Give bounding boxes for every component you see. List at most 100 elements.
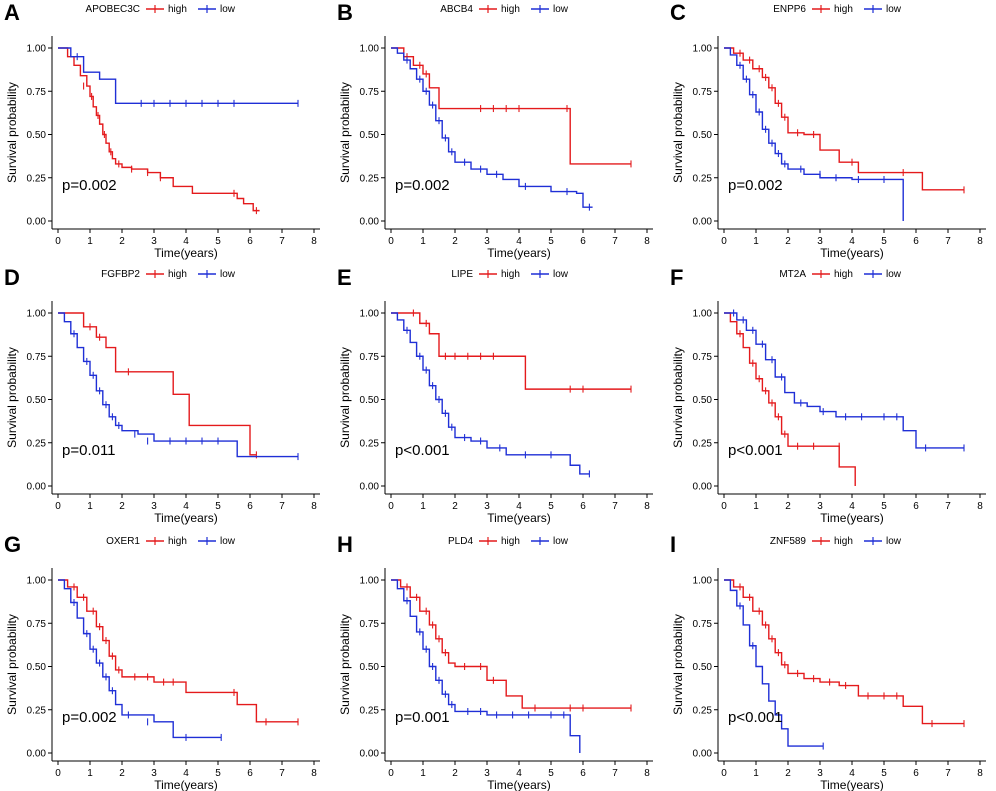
- y-tick-label: 0.25: [360, 173, 380, 184]
- p-value: p=0.011: [62, 442, 116, 459]
- x-axis-title: Time(years): [820, 511, 884, 525]
- survival-curve-high: [724, 312, 856, 486]
- x-tick-label: 4: [516, 768, 522, 779]
- x-tick-label: 2: [785, 768, 791, 779]
- legend: PLD4 high low: [448, 536, 569, 547]
- x-tick-label: 3: [484, 236, 490, 247]
- y-tick-label: 0.50: [27, 130, 47, 141]
- x-tick-label: 7: [945, 236, 951, 247]
- legend: ENPP6 high low: [773, 4, 902, 15]
- x-tick-label: 2: [785, 501, 791, 512]
- panel-letter: I: [670, 532, 676, 557]
- x-tick-label: 7: [279, 236, 285, 247]
- x-tick-label: 7: [612, 768, 618, 779]
- y-axis-title: Survival probability: [671, 614, 685, 715]
- y-axis-title: Survival probability: [671, 347, 685, 448]
- y-axis-title: Survival probability: [338, 82, 352, 183]
- legend-label-high: high: [168, 4, 187, 15]
- y-tick-label: 0.75: [27, 619, 47, 630]
- p-value: p<0.001: [728, 709, 783, 726]
- y-tick-label: 0.50: [693, 130, 713, 141]
- panel-letter: G: [4, 532, 21, 557]
- y-tick-label: 0.00: [27, 482, 47, 493]
- y-tick-label: 0.75: [693, 352, 713, 363]
- x-tick-label: 4: [516, 236, 522, 247]
- y-tick-label: 1.00: [693, 44, 713, 55]
- x-tick-label: 5: [215, 236, 221, 247]
- legend-label-high: high: [501, 536, 520, 547]
- x-tick-label: 4: [183, 236, 189, 247]
- legend-gene-name: FGFBP2: [101, 269, 140, 280]
- x-tick-label: 1: [420, 768, 426, 779]
- legend-gene-name: OXER1: [106, 536, 140, 547]
- x-tick-label: 2: [119, 768, 125, 779]
- legend: MT2A high low: [779, 269, 901, 280]
- panel-letter: H: [337, 532, 353, 557]
- y-tick-label: 0.75: [27, 352, 47, 363]
- y-tick-label: 0.25: [360, 705, 380, 716]
- legend: ABCB4 high low: [440, 4, 569, 15]
- y-tick-label: 1.00: [27, 309, 47, 320]
- y-tick-label: 1.00: [360, 309, 380, 320]
- legend-label-low: low: [886, 269, 902, 280]
- legend-gene-name: ABCB4: [440, 4, 473, 15]
- x-tick-label: 0: [388, 236, 394, 247]
- legend-gene-name: APOBEC3C: [86, 4, 140, 15]
- y-axis-title: Survival probability: [5, 614, 19, 715]
- x-tick-label: 8: [977, 236, 983, 247]
- legend: OXER1 high low: [106, 536, 236, 547]
- panel-letter: A: [4, 0, 20, 25]
- x-tick-label: 7: [945, 768, 951, 779]
- y-tick-label: 0.25: [693, 438, 713, 449]
- legend-label-high: high: [834, 536, 853, 547]
- x-tick-label: 1: [87, 501, 93, 512]
- panel-g: G OXER1 high low 0.00 0.25 0.50 0.75 1.00 0 1 2 3 4 5 6…: [4, 532, 320, 791]
- x-tick-label: 3: [817, 768, 823, 779]
- y-tick-label: 0.50: [360, 130, 380, 141]
- y-tick-label: 0.50: [360, 662, 380, 673]
- x-tick-label: 3: [817, 501, 823, 512]
- y-tick-label: 1.00: [693, 309, 713, 320]
- y-tick-label: 0.25: [27, 438, 47, 449]
- x-tick-label: 0: [55, 501, 61, 512]
- p-value: p=0.002: [62, 709, 117, 726]
- y-tick-label: 0.75: [360, 87, 380, 98]
- x-tick-label: 5: [548, 236, 554, 247]
- x-tick-label: 2: [119, 501, 125, 512]
- y-tick-label: 0.75: [360, 352, 380, 363]
- x-tick-label: 4: [849, 501, 855, 512]
- x-tick-label: 3: [151, 768, 157, 779]
- survival-curve-low: [391, 579, 581, 753]
- y-tick-label: 0.00: [693, 217, 713, 228]
- survival-curve-high: [58, 312, 257, 456]
- legend: FGFBP2 high low: [101, 269, 236, 280]
- survival-curve-low: [724, 579, 824, 747]
- survival-curve-low: [58, 312, 298, 458]
- x-tick-label: 7: [612, 501, 618, 512]
- y-tick-label: 0.75: [693, 619, 713, 630]
- x-tick-label: 3: [484, 768, 490, 779]
- y-tick-label: 0.25: [693, 705, 713, 716]
- y-tick-label: 0.00: [360, 482, 380, 493]
- x-tick-label: 0: [721, 501, 727, 512]
- panel-i: I ZNF589 high low 0.00 0.25 0.50 0.75 1.00 0 1 2 3 4 5…: [670, 532, 986, 791]
- panel-letter: E: [337, 265, 352, 290]
- panel-letter: F: [670, 265, 683, 290]
- y-tick-label: 0.00: [693, 749, 713, 760]
- x-tick-label: 8: [644, 768, 650, 779]
- y-tick-label: 0.75: [27, 87, 47, 98]
- x-tick-label: 8: [311, 768, 317, 779]
- x-tick-label: 1: [420, 501, 426, 512]
- y-tick-label: 0.50: [693, 662, 713, 673]
- survival-curve-high: [391, 47, 631, 165]
- x-tick-label: 0: [388, 501, 394, 512]
- x-tick-label: 2: [119, 236, 125, 247]
- survival-curve-high: [58, 579, 298, 723]
- panel-h: H PLD4 high low 0.00 0.25 0.50 0.75 1.00 0 1 2 3 4 5 6 7…: [337, 532, 653, 791]
- x-axis-title: Time(years): [820, 778, 884, 791]
- x-tick-label: 8: [977, 768, 983, 779]
- survival-curve-low: [391, 312, 590, 475]
- x-tick-label: 3: [484, 501, 490, 512]
- y-tick-label: 0.25: [27, 705, 47, 716]
